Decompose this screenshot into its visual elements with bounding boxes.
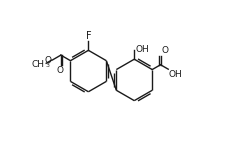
Text: CH: CH: [32, 59, 45, 69]
Text: 3: 3: [46, 63, 50, 68]
Text: O: O: [45, 56, 52, 65]
Text: O: O: [57, 66, 64, 75]
Text: O: O: [161, 46, 168, 55]
Text: OH: OH: [135, 45, 149, 54]
Text: OH: OH: [169, 70, 183, 79]
Text: F: F: [86, 31, 91, 41]
